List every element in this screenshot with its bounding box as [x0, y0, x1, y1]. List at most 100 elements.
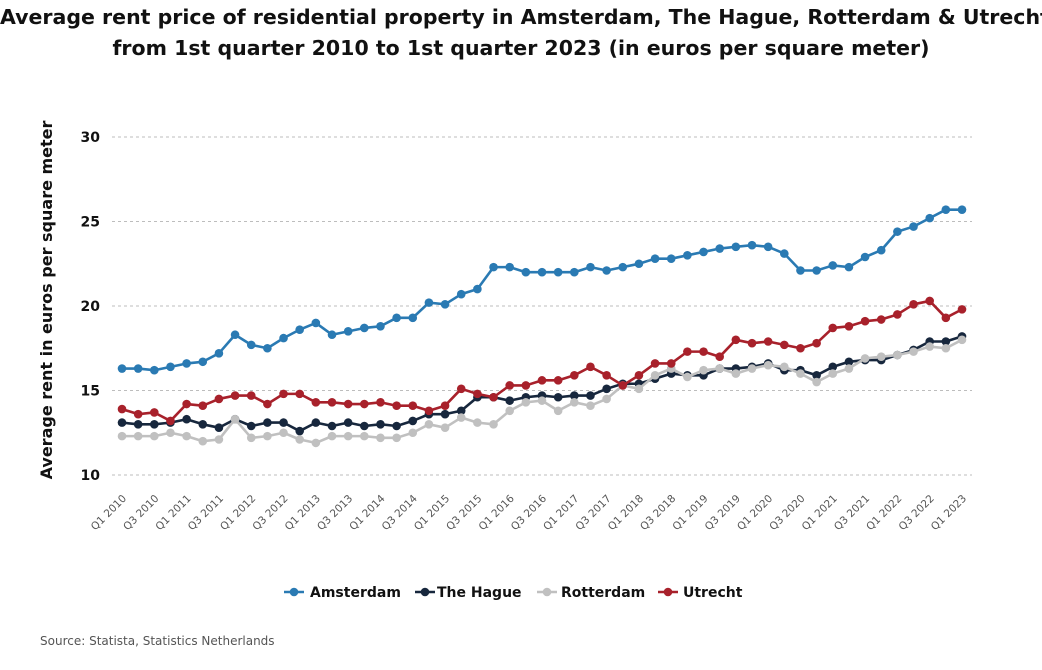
- data-point: [424, 420, 434, 429]
- data-point: [133, 420, 143, 429]
- data-point: [586, 362, 595, 372]
- data-point: [666, 359, 676, 368]
- data-point: [376, 321, 385, 331]
- data-point: [876, 315, 886, 324]
- data-point: [343, 399, 353, 409]
- data-point: [376, 433, 385, 443]
- data-point: [828, 323, 838, 333]
- data-point: [844, 321, 854, 331]
- data-point: [489, 262, 498, 272]
- data-point: [521, 381, 531, 390]
- data-point: [860, 354, 870, 363]
- data-point: [440, 409, 450, 419]
- data-point: [456, 289, 466, 299]
- data-point: [360, 431, 369, 441]
- data-point: [731, 242, 741, 252]
- data-point: [602, 266, 611, 275]
- data-point: [844, 357, 854, 367]
- data-point: [747, 338, 757, 348]
- y-axis-ticks: 10 15 20 25 30: [81, 130, 101, 484]
- legend-item-the-hague: The Hague: [415, 585, 522, 601]
- data-point: [909, 222, 918, 231]
- data-point: [279, 418, 288, 427]
- data-point: [602, 370, 611, 380]
- data-point: [941, 205, 951, 214]
- data-point: [586, 401, 595, 411]
- data-point: [537, 376, 547, 385]
- data-point: [683, 372, 692, 382]
- data-point: [876, 245, 886, 255]
- data-point: [650, 254, 660, 263]
- data-point: [941, 343, 951, 353]
- data-point: [828, 362, 838, 372]
- data-point: [570, 370, 579, 380]
- data-point: [602, 394, 611, 404]
- chart-title-line-2: from 1st quarter 2010 to 1st quarter 202…: [112, 36, 930, 60]
- data-point: [860, 252, 870, 262]
- data-point: [392, 421, 401, 431]
- y-tick-label: 20: [81, 299, 101, 315]
- data-point: [618, 381, 628, 390]
- y-tick-label: 30: [81, 130, 101, 146]
- data-point: [392, 433, 401, 443]
- data-point: [295, 325, 304, 334]
- data-point: [602, 384, 611, 394]
- data-point: [150, 420, 159, 429]
- data-point: [860, 316, 870, 326]
- legend-label: Utrecht: [683, 585, 743, 601]
- data-point: [634, 259, 644, 269]
- data-point: [715, 244, 724, 253]
- data-point: [812, 266, 821, 275]
- data-point: [796, 369, 805, 378]
- data-point: [456, 384, 466, 394]
- data-point: [715, 352, 724, 362]
- series-rotterdam: [117, 335, 967, 448]
- data-point: [133, 364, 143, 373]
- data-point: [812, 338, 821, 348]
- data-point: [311, 418, 321, 427]
- data-point: [376, 398, 385, 407]
- data-point: [925, 213, 934, 223]
- data-point: [683, 251, 692, 260]
- data-point: [343, 418, 353, 427]
- data-point: [828, 261, 838, 270]
- data-point: [473, 418, 482, 427]
- data-point: [456, 413, 466, 422]
- data-point: [715, 364, 724, 373]
- data-point: [489, 392, 498, 402]
- data-point: [618, 262, 628, 272]
- data-point: [246, 421, 256, 431]
- data-point: [182, 399, 191, 409]
- data-point: [198, 401, 208, 411]
- data-point: [666, 254, 676, 263]
- data-point: [844, 262, 854, 272]
- data-point: [166, 416, 175, 426]
- data-point: [586, 391, 595, 400]
- data-point: [650, 359, 660, 368]
- data-point: [182, 359, 191, 368]
- data-point: [166, 428, 175, 438]
- data-point: [570, 267, 579, 277]
- data-point: [263, 431, 272, 441]
- data-point: [505, 262, 514, 272]
- data-point: [214, 394, 224, 404]
- data-point: [295, 389, 304, 399]
- data-point: [327, 431, 337, 441]
- data-point: [699, 365, 708, 375]
- data-point: [263, 418, 272, 427]
- source-note: Source: Statista, Statistics Netherlands: [40, 634, 275, 648]
- data-point: [537, 267, 547, 277]
- data-point: [360, 399, 369, 409]
- data-point: [327, 421, 337, 431]
- data-point: [214, 435, 224, 444]
- data-point: [941, 313, 951, 323]
- data-point: [117, 431, 127, 441]
- data-point: [279, 333, 288, 343]
- data-point: [812, 377, 821, 387]
- data-point: [311, 318, 321, 328]
- data-point: [246, 391, 256, 400]
- data-point: [780, 340, 789, 350]
- y-axis-label: Average rent in euros per square meter: [37, 120, 56, 479]
- data-point: [408, 428, 418, 438]
